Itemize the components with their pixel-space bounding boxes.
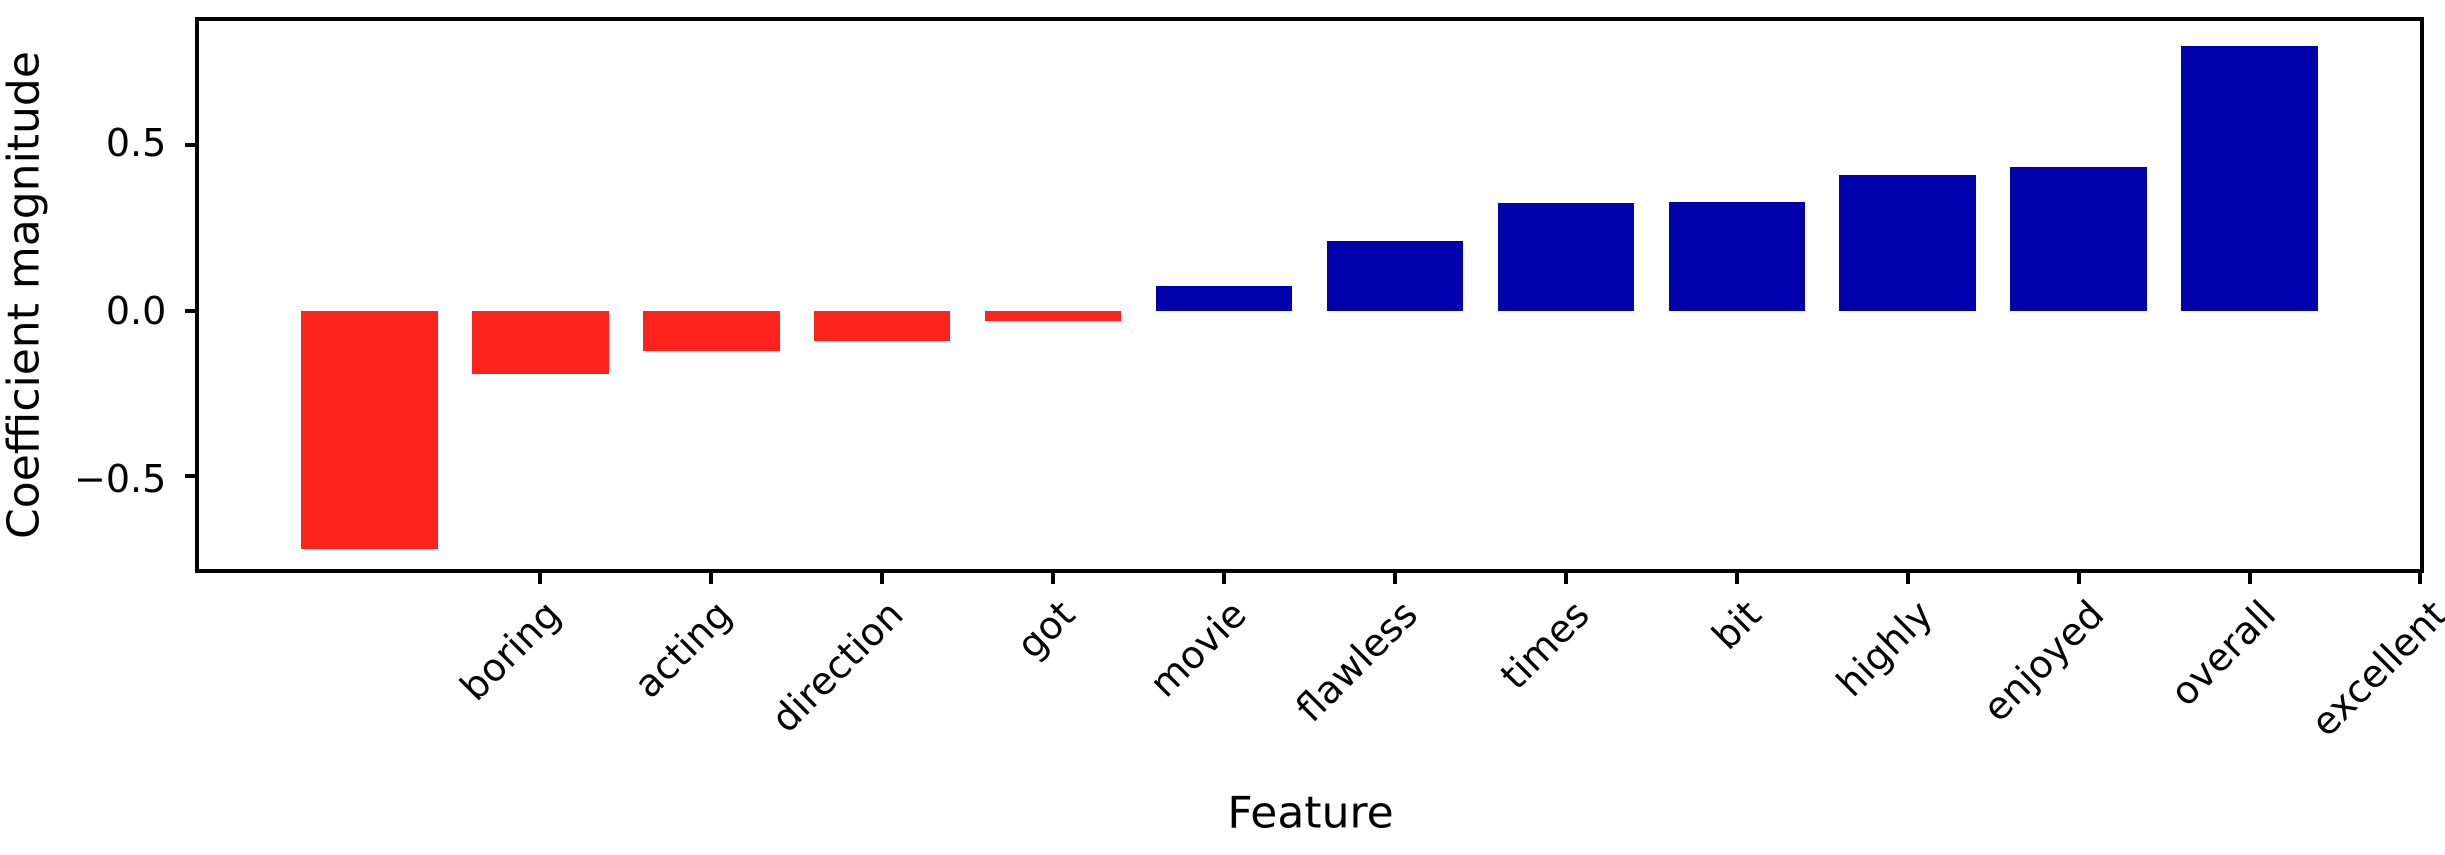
- x-tick-mark: [2418, 569, 2423, 584]
- x-tick-label: overall: [2161, 591, 2285, 715]
- x-tick-label: got: [1008, 591, 1084, 667]
- x-tick-label: flawless: [1287, 591, 1427, 731]
- y-tick-label: 0.0: [105, 289, 167, 334]
- y-tick-mark: [185, 308, 200, 313]
- bar-enjoyed: [2010, 166, 2147, 311]
- x-tick-mark: [880, 569, 885, 584]
- y-axis-title: Coefficient magnitude: [0, 51, 50, 539]
- x-tick-mark: [709, 569, 714, 584]
- x-tick-label: direction: [762, 591, 912, 741]
- bar-boring: [472, 310, 609, 374]
- x-tick-label: boring: [451, 591, 569, 709]
- x-tick-mark: [1734, 569, 1739, 584]
- y-tick-mark: [185, 474, 200, 479]
- x-tick-label: bit: [1703, 591, 1770, 658]
- y-tick-label: −0.5: [73, 457, 167, 502]
- x-tick-mark: [1051, 569, 1056, 584]
- x-tick-mark: [2076, 569, 2081, 584]
- bar-got: [984, 310, 1122, 321]
- x-tick-mark: [538, 569, 543, 584]
- bar-direction: [813, 310, 951, 341]
- x-tick-label: acting: [625, 591, 741, 707]
- x-tick-mark: [1222, 569, 1227, 584]
- bar-unlabeled: [301, 310, 438, 550]
- x-tick-mark: [1905, 569, 1910, 584]
- x-tick-label: movie: [1141, 591, 1255, 706]
- bar-bit: [1668, 201, 1806, 311]
- bar-overall: [2181, 45, 2318, 311]
- y-tick-mark: [185, 143, 200, 148]
- x-tick-label: excellent: [2302, 591, 2445, 745]
- bar-times: [1497, 203, 1635, 311]
- bar-movie: [1155, 285, 1293, 311]
- x-tick-mark: [1563, 569, 1568, 584]
- y-tick-label: 0.5: [105, 121, 167, 166]
- x-tick-mark: [2247, 569, 2252, 584]
- bar-highly: [1839, 175, 1976, 311]
- bar-acting: [643, 310, 780, 351]
- plot-area: [185, 17, 2425, 584]
- x-tick-label: enjoyed: [1974, 591, 2113, 730]
- x-tick-label: highly: [1827, 591, 1942, 705]
- x-tick-label: times: [1492, 591, 1598, 698]
- bar-flawless: [1326, 241, 1464, 311]
- x-axis-title: Feature: [1227, 787, 1394, 839]
- x-tick-mark: [1392, 569, 1397, 584]
